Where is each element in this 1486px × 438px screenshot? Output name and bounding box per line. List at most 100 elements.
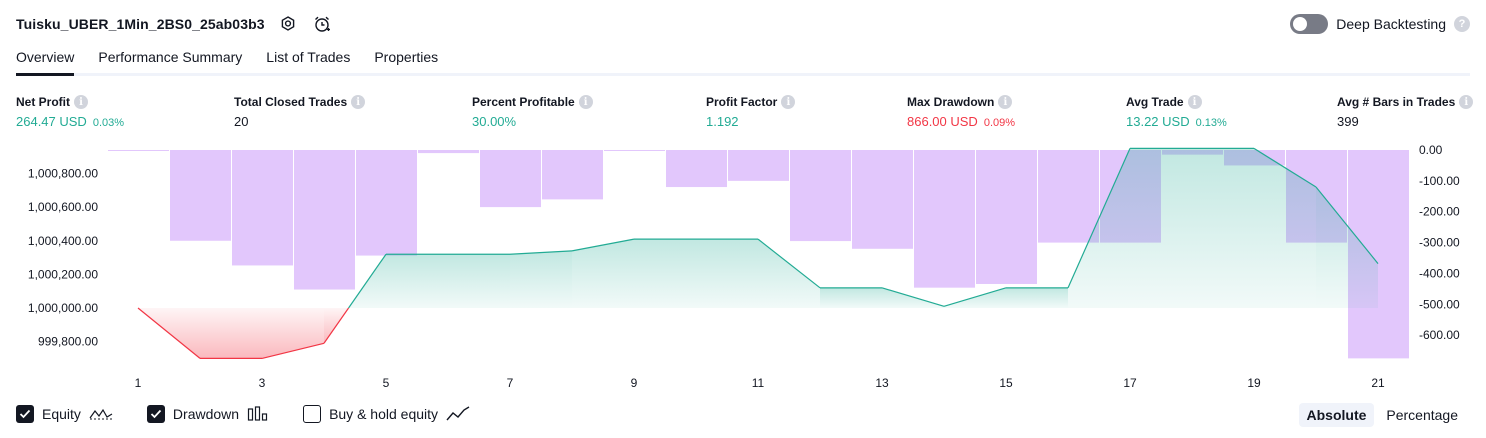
x-axis-tick-label: 13	[875, 376, 889, 390]
drawdown-bar	[232, 150, 293, 266]
left-axis-tick-label: 1,000,600.00	[28, 200, 98, 214]
metric-avg-trade: Avg Trade i 13.22 USD 0.13%	[1126, 94, 1227, 129]
x-axis-tick-label: 15	[999, 376, 1013, 390]
metric-label: Max Drawdown	[907, 95, 995, 109]
deep-backtesting-control: Deep Backtesting ?	[1290, 12, 1470, 36]
drawdown-label: Drawdown	[172, 406, 240, 422]
right-axis-tick-label: -400.00	[1419, 266, 1460, 280]
help-icon[interactable]: ?	[1454, 16, 1470, 32]
left-axis-tick-label: 1,000,800.00	[28, 167, 98, 181]
equity-line	[137, 147, 1379, 359]
equity-line-segment	[137, 307, 201, 359]
x-axis-tick-label: 21	[1371, 376, 1385, 390]
percentage-button[interactable]: Percentage	[1386, 407, 1458, 423]
equity-loss-fill	[200, 308, 262, 359]
drawdown-bars-icon	[247, 406, 268, 421]
info-icon[interactable]: i	[74, 95, 88, 109]
equity-profit-fill	[634, 239, 696, 308]
equity-line-segment	[323, 307, 350, 344]
drawdown-bar	[542, 150, 603, 200]
right-axis-tick-label: -600.00	[1419, 328, 1460, 342]
right-axis-tick-label: -300.00	[1419, 236, 1460, 250]
info-icon[interactable]: i	[1187, 95, 1202, 109]
info-icon[interactable]: i	[351, 95, 366, 109]
metric-percent: 0.13%	[1195, 117, 1227, 129]
equity-line-segment	[757, 238, 821, 289]
strategy-header: Tuisku_UBER_1Min_2BS0_25ab03b3	[16, 12, 333, 36]
alarm-clock-icon[interactable]	[311, 13, 333, 35]
metric-label: Avg # Bars in Trades	[1337, 95, 1456, 109]
metric-label: Total Closed Trades	[234, 95, 348, 109]
drawdown-bar	[790, 150, 851, 242]
info-icon[interactable]: i	[1459, 95, 1474, 109]
drawdown-bar	[666, 150, 727, 188]
drawdown-bar	[914, 150, 975, 288]
tab-overview[interactable]: Overview	[16, 46, 75, 76]
metric-value: 30.00%	[472, 114, 517, 129]
metric-avg-bars-in-trades: Avg # Bars in Trades i 399	[1337, 94, 1474, 129]
x-axis-tick-label: 17	[1123, 376, 1137, 390]
right-axis: 0.00 -100.00 -200.00 -300.00 -400.00 -500.00 -…	[1419, 143, 1460, 342]
equity-line-segment	[509, 250, 573, 255]
info-icon[interactable]: i	[781, 95, 796, 109]
metric-value: 20	[234, 114, 249, 129]
drawdown-bar	[728, 150, 789, 181]
tab-performance-summary[interactable]: Performance Summary	[98, 49, 243, 65]
drawdown-bar	[108, 150, 169, 151]
equity-line-segment	[943, 287, 1007, 307]
left-axis-tick-label: 1,000,400.00	[28, 234, 98, 248]
drawdown-bar	[418, 150, 479, 154]
drawdown-bar	[170, 150, 231, 241]
x-axis-tick-label: 11	[752, 376, 765, 390]
equity-profit-fill	[758, 239, 820, 308]
equity-chart[interactable]: 1,000,800.00 1,000,600.00 1,000,400.00 1,00…	[0, 140, 1486, 400]
metric-value: 399	[1337, 114, 1359, 129]
metric-percent: 0.03%	[92, 117, 125, 129]
right-axis-tick-label: -200.00	[1419, 205, 1460, 219]
equity-label: Equity	[42, 406, 81, 422]
drawdown-bar	[294, 150, 355, 290]
right-axis-tick-label: -100.00	[1419, 174, 1460, 188]
metric-label: Percent Profitable	[472, 95, 575, 109]
legend-drawdown[interactable]: Drawdown	[146, 405, 269, 423]
deep-backtesting-label: Deep Backtesting	[1336, 16, 1446, 32]
equity-profit-fill	[348, 254, 386, 308]
equity-line-icon	[89, 408, 113, 420]
equity-line-segment	[571, 238, 635, 252]
metric-max-drawdown: Max Drawdown i 866.00 USD 0.09%	[907, 94, 1015, 129]
tab-list-of-trades[interactable]: List of Trades	[266, 49, 351, 65]
x-axis-tick-label: 1	[135, 376, 142, 390]
metric-value: 13.22 USD	[1126, 114, 1190, 129]
info-icon[interactable]: i	[998, 95, 1013, 109]
x-axis-tick-label: 5	[383, 376, 390, 390]
equity-profit-fill	[448, 254, 510, 308]
right-axis-tick-label: 0.00	[1419, 143, 1443, 157]
legend-equity[interactable]: Equity	[16, 405, 113, 423]
metric-percent-profitable: Percent Profitable i 30.00%	[472, 94, 593, 129]
metric-total-closed-trades: Total Closed Trades i 20	[234, 94, 366, 129]
absolute-button[interactable]: Absolute	[1298, 403, 1375, 427]
drawdown-bar	[976, 150, 1037, 284]
info-icon[interactable]: i	[578, 95, 593, 109]
right-axis-tick-label: -500.00	[1419, 297, 1460, 311]
metric-net-profit: Net Profit i 264.47 USD 0.03%	[16, 94, 124, 129]
equity-profit-fill	[820, 287, 882, 308]
x-axis-tick-label: 7	[507, 376, 514, 390]
equity-profit-fill	[1130, 148, 1192, 308]
metric-label: Profit Factor	[706, 95, 778, 109]
drawdown-bar	[480, 150, 541, 208]
equity-line-segment	[1315, 186, 1379, 264]
equity-profit-fill	[572, 239, 634, 308]
metric-label: Avg Trade	[1126, 95, 1184, 109]
tab-properties[interactable]: Properties	[374, 49, 439, 65]
legend-buy-hold[interactable]: Buy & hold equity	[303, 405, 470, 423]
deep-backtesting-toggle[interactable]	[1290, 14, 1329, 34]
settings-gear-icon[interactable]	[277, 13, 299, 35]
equity-line-segment	[348, 253, 387, 309]
equity-profit-fill	[386, 254, 448, 308]
equity-checkbox[interactable]	[16, 405, 34, 423]
drawdown-bar	[852, 150, 913, 249]
drawdown-checkbox[interactable]	[146, 405, 165, 423]
buy-hold-checkbox[interactable]	[303, 405, 322, 423]
metric-percent: 0.09%	[983, 117, 1016, 129]
